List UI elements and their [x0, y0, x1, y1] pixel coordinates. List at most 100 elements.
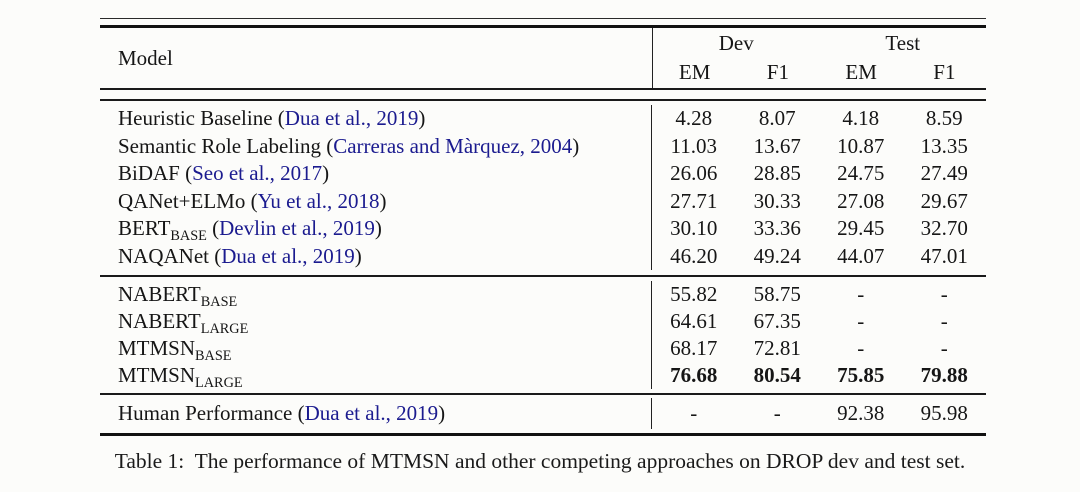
model-name: Heuristic Baseline [118, 106, 273, 130]
model-subscript: LARGE [200, 321, 249, 338]
header-test: Test [885, 31, 921, 55]
citation-paren: ) [322, 161, 330, 185]
model-name-cell: NABERTLARGE [100, 308, 652, 338]
citation-link[interactable]: Devlin et al., 2019 [219, 216, 375, 240]
citation-paren: ( [208, 243, 222, 268]
citation-paren: ) [572, 133, 580, 158]
group-separator-rule [100, 275, 986, 277]
citation-paren: ) [438, 401, 446, 425]
table-row: NABERTLARGE 64.61 67.35 - - [100, 308, 986, 338]
human-performance-group: Human Performance (Dua et al., 2019) - -… [100, 395, 986, 433]
header-model: Model [118, 45, 173, 70]
table-row: Semantic Role Labeling (Carreras and Màr… [100, 132, 986, 160]
dev-em-value: 64.61 [670, 309, 718, 333]
header-metrics: Dev Test EM F1 EM F1 [652, 28, 986, 88]
test-f1-value: 29.67 [920, 188, 968, 213]
model-subscript: BASE [170, 228, 207, 245]
dev-em-value: 46.20 [670, 243, 718, 268]
dev-em-value: 11.03 [670, 133, 717, 158]
dev-f1-value: 80.54 [753, 363, 801, 387]
baselines-group: Heuristic Baseline (Dua et al., 2019) 4.… [100, 101, 986, 275]
dev-f1-value: 30.33 [753, 188, 801, 213]
citation-paren: ) [418, 106, 426, 130]
table-row: MTMSNBASE 68.17 72.81 - - [100, 335, 986, 365]
citation-link[interactable]: Dua et al., 2019 [304, 401, 439, 425]
table-row: Heuristic Baseline (Dua et al., 2019) 4.… [100, 105, 986, 133]
model-subscript: BASE [200, 294, 238, 311]
model-name-cell: Heuristic Baseline (Dua et al., 2019) [100, 105, 652, 133]
test-f1-value: 8.59 [925, 106, 963, 130]
citation-paren: ) [354, 243, 362, 268]
model-subscript: BASE [195, 348, 232, 365]
header-bottom-rule [100, 88, 986, 101]
test-f1-value: - [940, 309, 948, 333]
table-row: BERTBASE (Devlin et al., 2019) 30.10 33.… [100, 215, 986, 243]
dev-em-value: 4.28 [675, 106, 713, 130]
results-table: Model Dev Test EM F1 EM F1 Heuristic Bas… [100, 18, 986, 436]
table-header: Model Dev Test EM F1 EM F1 [100, 28, 986, 88]
model-name-cell: MTMSNBASE [100, 335, 652, 365]
citation-paren: ( [206, 216, 220, 240]
model-name: NABERT [118, 282, 201, 306]
citation-link[interactable]: Carreras and Màrquez, 2004 [333, 133, 573, 158]
model-name-cell: MTMSNLARGE [100, 362, 652, 392]
citation-link[interactable]: Dua et al., 2019 [221, 243, 355, 268]
test-em-value: 10.87 [837, 133, 885, 158]
dev-em-value: - [690, 401, 698, 425]
dev-em-value: 55.82 [670, 282, 718, 306]
model-name-cell: Semantic Role Labeling (Carreras and Màr… [100, 132, 652, 160]
dev-em-value: 30.10 [670, 216, 718, 240]
model-name: BiDAF [118, 161, 180, 185]
model-name: BERT [118, 216, 171, 240]
dev-f1-value: 13.67 [753, 133, 801, 158]
test-f1-value: 95.98 [920, 401, 968, 425]
citation-link[interactable]: Yu et al., 2018 [257, 188, 380, 213]
header-dev-em: EM [678, 60, 711, 84]
test-f1-value: 13.35 [920, 133, 968, 158]
header-test-f1: F1 [933, 60, 956, 84]
model-name: Human Performance [118, 401, 293, 425]
citation-paren: ) [374, 216, 382, 240]
model-name-cell: NAQANet (Dua et al., 2019) [100, 242, 652, 270]
header-dev-f1: F1 [766, 60, 789, 84]
dev-em-value: 68.17 [670, 336, 718, 360]
test-em-value: 92.38 [837, 401, 885, 425]
header-test-em: EM [845, 60, 877, 84]
header-dev: Dev [718, 31, 754, 55]
citation-link[interactable]: Dua et al., 2019 [284, 106, 419, 130]
model-subscript: LARGE [195, 375, 243, 392]
model-name-cell: NABERTBASE [100, 281, 652, 311]
model-name-cell: BERTBASE (Devlin et al., 2019) [100, 215, 652, 243]
test-em-value: - [857, 282, 865, 306]
table-row: NAQANet (Dua et al., 2019) 46.20 49.24 4… [100, 242, 986, 270]
dev-em-value: 76.68 [670, 363, 718, 387]
citation-paren: ( [179, 161, 193, 185]
table-caption: Table 1: The performance of MTMSN and ot… [114, 449, 966, 473]
dev-f1-value: - [773, 401, 781, 425]
model-name-cell: QANet+ELMo (Yu et al., 2018) [100, 187, 652, 215]
test-f1-value: 47.01 [920, 243, 968, 268]
table-row: Human Performance (Dua et al., 2019) - -… [100, 398, 986, 429]
model-name-cell: BiDAF (Seo et al., 2017) [100, 160, 652, 188]
dev-f1-value: 58.75 [753, 282, 801, 306]
model-name: NAQANet [118, 243, 209, 268]
citation-paren: ( [272, 106, 285, 130]
dev-f1-value: 8.07 [758, 106, 796, 130]
dev-f1-value: 28.85 [753, 161, 801, 185]
test-f1-value: 79.88 [920, 363, 968, 387]
dev-f1-value: 67.35 [753, 309, 801, 333]
citation-paren: ( [245, 188, 258, 213]
citation-link[interactable]: Seo et al., 2017 [192, 161, 323, 185]
test-f1-value: 32.70 [920, 216, 968, 240]
header-group-row: Dev Test [653, 29, 986, 58]
test-f1-value: 27.49 [920, 161, 968, 185]
test-em-value: 75.85 [837, 363, 885, 387]
model-name: Semantic Role Labeling [118, 133, 321, 158]
proposed-models-group: NABERTBASE 55.82 58.75 - - NABERTLARGE 6… [100, 277, 986, 393]
model-name: MTMSN [118, 336, 196, 360]
model-name: NABERT [118, 309, 201, 333]
dev-f1-value: 49.24 [753, 243, 801, 268]
model-name-cell: Human Performance (Dua et al., 2019) [100, 398, 652, 429]
test-f1-value: - [940, 282, 948, 306]
test-em-value: 44.07 [837, 243, 885, 268]
